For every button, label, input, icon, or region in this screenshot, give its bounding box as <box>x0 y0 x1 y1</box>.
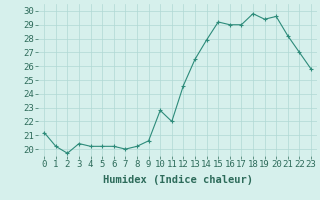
X-axis label: Humidex (Indice chaleur): Humidex (Indice chaleur) <box>103 175 252 185</box>
